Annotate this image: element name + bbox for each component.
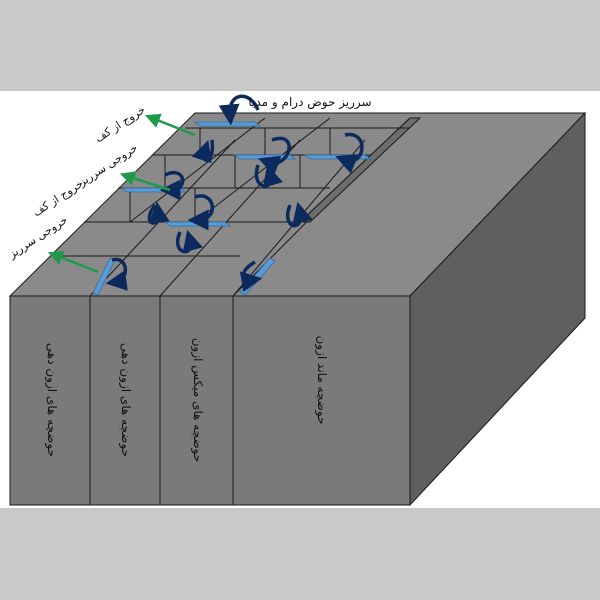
compartment-label: حوضچه های میکس ازون — [190, 338, 205, 463]
flow-arrow — [218, 94, 260, 126]
flow-arrow — [335, 132, 364, 174]
weir — [163, 221, 232, 227]
front-dividers — [89, 296, 234, 505]
flow-arrows — [105, 94, 364, 293]
top-overflow-label: سرریز حوض درام و مدیا — [248, 95, 371, 110]
weir — [193, 121, 262, 127]
outlet-arrow — [145, 113, 196, 137]
flow-arrow — [176, 229, 203, 254]
flow-arrow — [286, 201, 313, 228]
flow-arrow — [147, 201, 170, 225]
outlet-arrow — [48, 250, 99, 274]
flow-arrow — [258, 136, 291, 176]
flow-arrow — [191, 139, 215, 164]
compartment-label: حوضچه های ازون دهی — [44, 343, 59, 457]
flow-arrow — [105, 257, 128, 291]
flow-arrow — [254, 164, 284, 189]
flow-arrow — [239, 260, 263, 293]
compartment-label: حوضچه های ازون دهی — [118, 343, 133, 457]
outlet-arrows — [48, 113, 196, 274]
flow-arrow — [187, 194, 215, 231]
outlet-arrow — [119, 171, 171, 192]
tank-front-face — [9, 295, 411, 506]
compartment-label: حوضچه ماند ازون — [314, 335, 329, 424]
flow-arrow — [159, 171, 185, 201]
